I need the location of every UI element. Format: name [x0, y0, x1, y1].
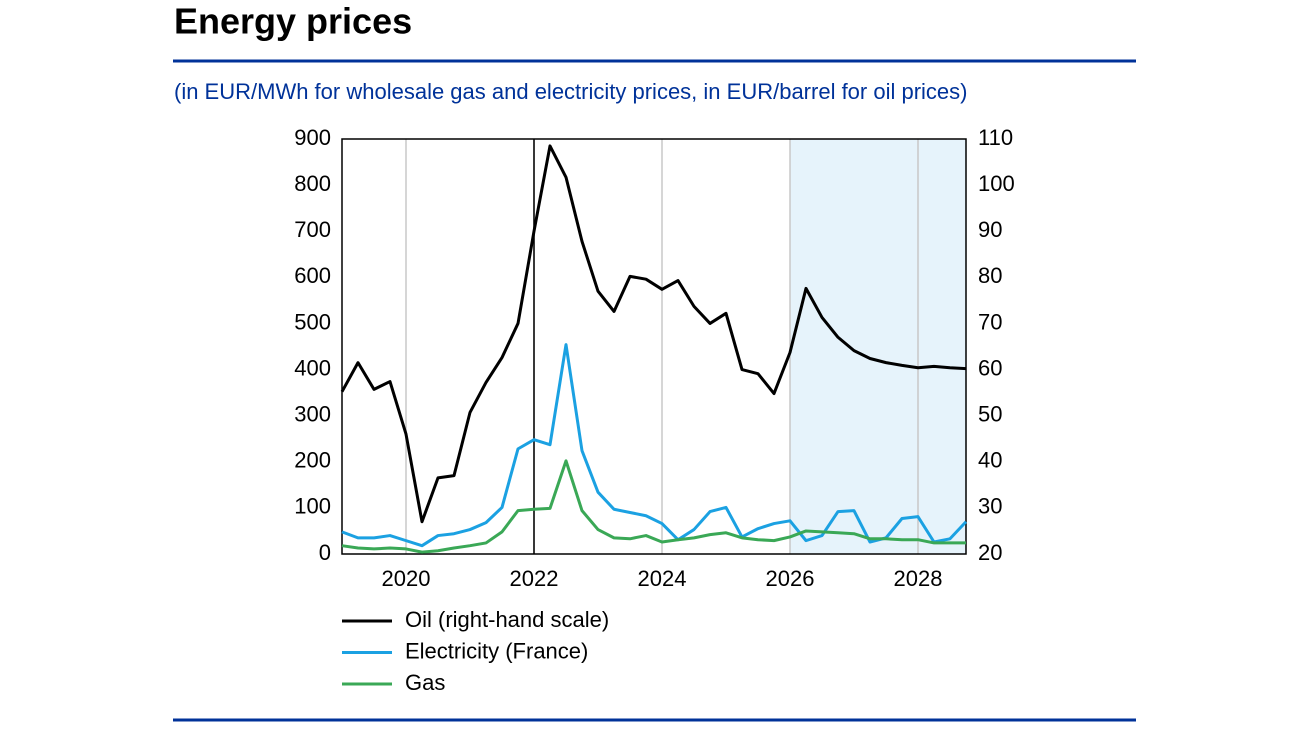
y-tick-label: 200: [294, 448, 331, 473]
y-tick-label: 300: [294, 401, 331, 426]
line-series: [341, 459, 966, 554]
x-tick-label: 2026: [766, 566, 815, 591]
y-tick-label: 500: [294, 309, 331, 334]
y2-tick-label: 100: [978, 171, 1015, 196]
y2-tick-label: 50: [978, 401, 1002, 426]
legend-label: Oil (right-hand scale): [405, 607, 609, 632]
y-tick-label: 100: [294, 494, 331, 519]
x-tick-label: 2022: [510, 566, 559, 591]
y2-tick-label: 60: [978, 355, 1002, 380]
legend-label: Gas: [405, 670, 445, 695]
legend-label: Electricity (France): [405, 638, 588, 663]
y-tick-label: 600: [294, 263, 331, 288]
line-series: [341, 343, 968, 548]
x-tick-label: 2024: [638, 566, 687, 591]
y2-tick-label: 20: [978, 540, 1002, 565]
y-tick-label: 700: [294, 217, 331, 242]
x-tick-label: 2020: [382, 566, 431, 591]
y-tick-label: 900: [294, 125, 331, 150]
x-tick-label: 2028: [894, 566, 943, 591]
y2-tick-label: 30: [978, 494, 1002, 519]
plot-frame: [341, 138, 967, 555]
y2-tick-label: 80: [978, 263, 1002, 288]
y2-tick-label: 40: [978, 448, 1002, 473]
y-tick-label: 400: [294, 355, 331, 380]
y2-tick-label: 110: [978, 125, 1013, 150]
projection-shade: [790, 139, 966, 554]
y-tick-label: 0: [319, 540, 331, 565]
y2-tick-label: 90: [978, 217, 1002, 242]
y-tick-label: 800: [294, 171, 331, 196]
chart-title: Energy prices: [174, 1, 412, 42]
y2-tick-label: 70: [978, 309, 1002, 334]
subtitle: (in EUR/MWh for wholesale gas and electr…: [174, 79, 967, 104]
line-series: [340, 144, 967, 524]
